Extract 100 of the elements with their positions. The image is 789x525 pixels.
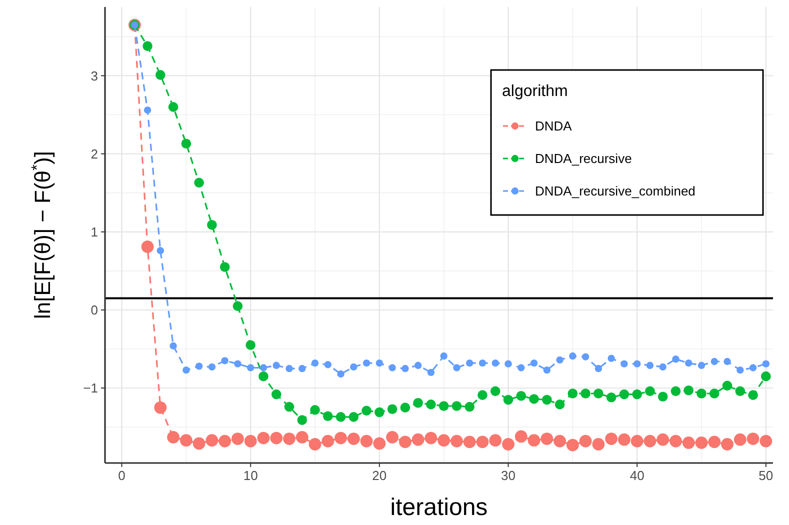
point xyxy=(156,247,164,254)
point xyxy=(388,364,396,372)
point xyxy=(721,438,734,450)
point xyxy=(579,434,592,448)
point xyxy=(464,402,474,412)
point xyxy=(246,340,256,350)
point xyxy=(324,361,332,368)
point xyxy=(427,368,435,376)
y-tick-label: 1 xyxy=(90,224,98,240)
point xyxy=(698,362,706,369)
point xyxy=(260,364,268,372)
point xyxy=(709,388,720,398)
point xyxy=(348,412,359,422)
point xyxy=(760,434,772,448)
point xyxy=(670,434,682,448)
point xyxy=(735,386,746,396)
point xyxy=(271,389,282,400)
point xyxy=(221,357,228,364)
point xyxy=(362,406,372,416)
point xyxy=(426,400,436,410)
point xyxy=(478,390,488,400)
point xyxy=(502,438,514,450)
point xyxy=(710,358,718,366)
point xyxy=(232,432,244,445)
point xyxy=(398,436,412,448)
point xyxy=(286,364,293,372)
point xyxy=(141,240,154,253)
point xyxy=(734,433,746,446)
point xyxy=(503,394,514,405)
point xyxy=(154,401,167,414)
point xyxy=(530,359,538,367)
point xyxy=(232,301,243,311)
point xyxy=(450,434,463,448)
y-tick-label: 3 xyxy=(90,68,98,84)
point xyxy=(386,431,398,444)
point xyxy=(207,220,217,230)
point xyxy=(529,394,539,404)
point xyxy=(492,359,499,367)
point xyxy=(695,436,708,449)
point xyxy=(195,362,203,370)
point xyxy=(516,390,526,401)
point xyxy=(376,359,384,367)
y-tick-label: 0 xyxy=(90,302,98,318)
point xyxy=(170,342,177,350)
point xyxy=(270,432,283,444)
point xyxy=(554,400,565,410)
point xyxy=(514,430,528,443)
point xyxy=(724,358,731,366)
point xyxy=(400,402,410,412)
point xyxy=(504,360,512,368)
point xyxy=(336,412,346,422)
point xyxy=(478,359,486,367)
point xyxy=(387,404,398,414)
point xyxy=(633,360,641,368)
x-axis-title: iterations xyxy=(390,494,488,521)
point xyxy=(528,434,540,447)
point xyxy=(746,432,760,445)
point xyxy=(308,438,322,450)
point xyxy=(632,389,642,400)
point xyxy=(594,364,602,372)
point xyxy=(182,366,190,374)
point xyxy=(646,362,654,369)
point xyxy=(554,434,566,448)
point xyxy=(322,411,333,422)
point xyxy=(246,364,254,372)
point xyxy=(476,436,489,448)
y-tick-label: 2 xyxy=(90,146,98,162)
x-tick-label: 40 xyxy=(630,468,644,483)
point xyxy=(412,433,424,446)
point xyxy=(298,364,306,372)
point xyxy=(452,401,462,411)
point xyxy=(322,434,334,448)
legend-label: DNDA_recursive xyxy=(535,151,632,166)
legend-label: DNDA xyxy=(535,118,572,134)
point xyxy=(722,380,732,391)
point xyxy=(144,106,152,114)
point xyxy=(283,432,296,445)
point xyxy=(658,392,668,402)
point xyxy=(206,434,218,447)
point xyxy=(518,364,525,372)
point xyxy=(402,364,409,372)
point xyxy=(347,432,360,445)
point xyxy=(438,401,449,411)
point xyxy=(168,102,178,112)
point xyxy=(645,386,655,396)
point xyxy=(659,363,666,371)
point xyxy=(708,436,721,448)
x-tick-label: 50 xyxy=(758,468,774,483)
y-tick-label: −1 xyxy=(83,380,98,396)
point xyxy=(556,356,564,364)
x-tick-label: 20 xyxy=(372,468,387,483)
point xyxy=(181,138,192,149)
point xyxy=(373,437,386,450)
point xyxy=(569,352,576,360)
x-tick-label: 0 xyxy=(118,468,126,483)
point xyxy=(608,354,615,362)
point xyxy=(440,352,448,360)
point xyxy=(167,431,180,444)
point xyxy=(542,394,552,405)
point xyxy=(156,70,166,80)
